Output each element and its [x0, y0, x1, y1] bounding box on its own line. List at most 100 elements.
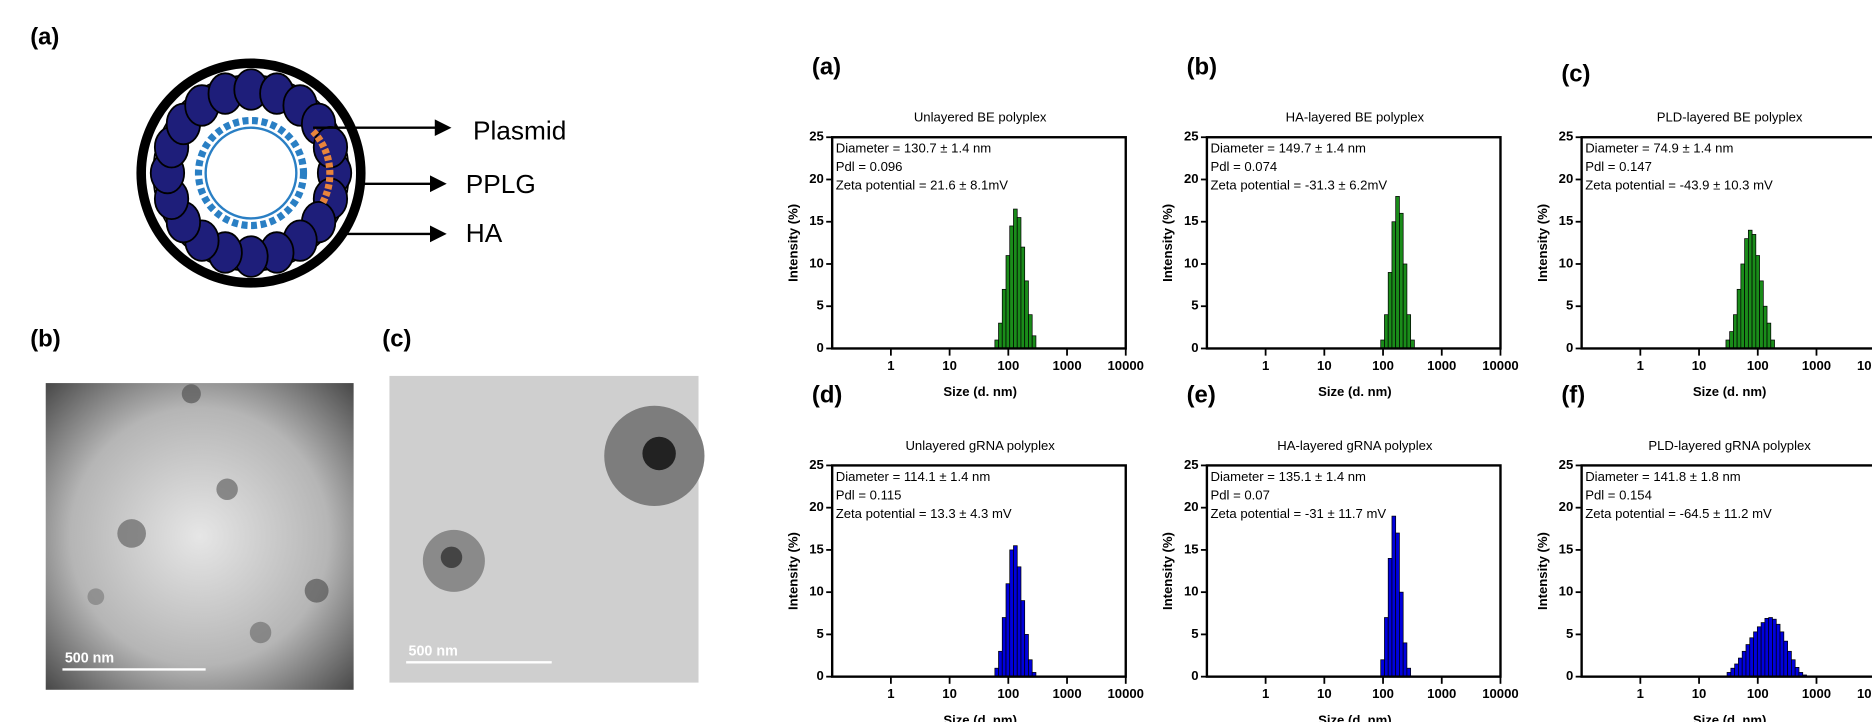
plot-frame: [1580, 136, 1872, 350]
annotation: Zeta potential = -31 ± 11.7 mV: [1210, 506, 1386, 521]
x-tick-label: 10: [1317, 358, 1332, 373]
y-tick-label: 20: [1184, 171, 1199, 186]
bar: [1753, 631, 1758, 678]
panel-label: (e): [1187, 382, 1216, 409]
y-axis-label: Intensity (%): [785, 532, 800, 610]
bar: [1013, 208, 1018, 349]
y-tick-label: 25: [1559, 457, 1574, 472]
bar: [1001, 617, 1007, 678]
x-tick-label: 1: [1262, 358, 1269, 373]
bar: [1016, 566, 1022, 678]
bar: [998, 322, 1003, 349]
x-tick-label: 1: [1262, 686, 1269, 701]
bar: [1013, 545, 1018, 678]
annotation: Pdl = 0.074: [1210, 159, 1277, 174]
bar: [1759, 280, 1764, 349]
y-tick-label: 20: [1559, 499, 1574, 514]
y-tick-label: 15: [809, 213, 824, 228]
y-tick-label: 5: [1191, 298, 1198, 313]
bar: [1749, 637, 1754, 678]
y-tick-label: 25: [1184, 129, 1199, 144]
x-tick-label: 1000: [1427, 358, 1456, 373]
y-axis-label: Intensity (%): [1535, 532, 1550, 610]
bar: [1387, 558, 1393, 678]
x-tick-label: 10: [1317, 686, 1332, 701]
bar: [1016, 217, 1022, 349]
y-axis-label: Intensity (%): [1160, 532, 1175, 610]
bar: [1380, 339, 1385, 349]
x-axis-label: Size (d. nm): [1318, 712, 1392, 722]
bar: [1001, 288, 1007, 349]
y-tick-label: 10: [809, 255, 824, 270]
bar: [1791, 659, 1796, 678]
y-tick-label: 0: [817, 340, 824, 355]
y-tick-label: 5: [1566, 626, 1573, 641]
bar: [1766, 322, 1772, 349]
scale-bar-label: 500 nm: [409, 643, 458, 659]
bar: [998, 650, 1003, 678]
x-tick-label: 1: [1637, 358, 1644, 373]
y-tick-label: 0: [1566, 668, 1573, 683]
x-tick-label: 1000: [1052, 686, 1081, 701]
bar: [1402, 263, 1408, 349]
panel-label: (c): [382, 325, 411, 352]
x-tick-label: 1: [887, 686, 894, 701]
chart-title: Unlayered BE polyplex: [914, 110, 1047, 125]
plot-frame: [1205, 136, 1502, 350]
bar: [1009, 549, 1014, 678]
schematic-label: HA: [466, 218, 503, 248]
annotation: Zeta potential = -43.9 ± 10.3 mV: [1585, 178, 1773, 193]
annotation: Pdl = 0.147: [1585, 159, 1652, 174]
panel-label: (c): [1561, 60, 1590, 87]
y-tick-label: 0: [1191, 668, 1198, 683]
annotation: Diameter = 149.7 ± 1.4 nm: [1210, 141, 1366, 156]
bar: [1399, 212, 1404, 349]
y-axis-label: Intensity (%): [1535, 204, 1550, 282]
bar: [1384, 314, 1389, 349]
panel-label: (d): [812, 382, 842, 409]
y-tick-label: 15: [1184, 541, 1199, 556]
bar: [1772, 618, 1777, 678]
plot-frame: [830, 136, 1127, 350]
bar: [1402, 642, 1408, 678]
x-tick-label: 10000: [1857, 686, 1872, 701]
chart-title: HA-layered gRNA polyplex: [1277, 438, 1433, 453]
bar: [1733, 314, 1738, 349]
x-tick-label: 1: [887, 358, 894, 373]
y-tick-label: 25: [809, 457, 824, 472]
y-tick-label: 0: [1191, 340, 1198, 355]
bar: [1779, 631, 1785, 678]
bar: [1787, 650, 1792, 678]
plot-frame: [1205, 464, 1502, 678]
bar: [1764, 617, 1770, 678]
annotation: Zeta potential = 21.6 ± 8.1mV: [836, 178, 1009, 193]
y-tick-label: 5: [1191, 626, 1198, 641]
bar: [1747, 229, 1753, 349]
bar: [1384, 617, 1389, 678]
bar: [1775, 623, 1781, 678]
bar: [1770, 339, 1775, 349]
bar: [1391, 515, 1397, 678]
y-tick-label: 10: [1559, 584, 1574, 599]
bar: [1024, 634, 1029, 678]
y-axis-label: Intensity (%): [785, 204, 800, 282]
y-tick-label: 20: [1184, 499, 1199, 514]
bar: [1751, 234, 1757, 349]
x-tick-label: 100: [997, 358, 1019, 373]
y-tick-label: 15: [1184, 213, 1199, 228]
x-tick-label: 10: [942, 686, 957, 701]
bead: [312, 126, 349, 169]
x-tick-label: 100: [1372, 358, 1394, 373]
bar: [1783, 640, 1788, 678]
bar: [1020, 600, 1026, 678]
annotation: Pdl = 0.07: [1210, 487, 1269, 502]
bar: [1736, 288, 1742, 349]
tem-image: 500 nm: [389, 375, 705, 683]
bar: [1406, 667, 1412, 678]
panel-label: (a): [812, 53, 841, 80]
x-tick-label: 10000: [1482, 358, 1518, 373]
x-tick-label: 1: [1637, 686, 1644, 701]
annotation: Zeta potential = -64.5 ± 11.2 mV: [1585, 506, 1772, 521]
bar: [1730, 667, 1736, 678]
x-axis-label: Size (d. nm): [943, 712, 1017, 722]
